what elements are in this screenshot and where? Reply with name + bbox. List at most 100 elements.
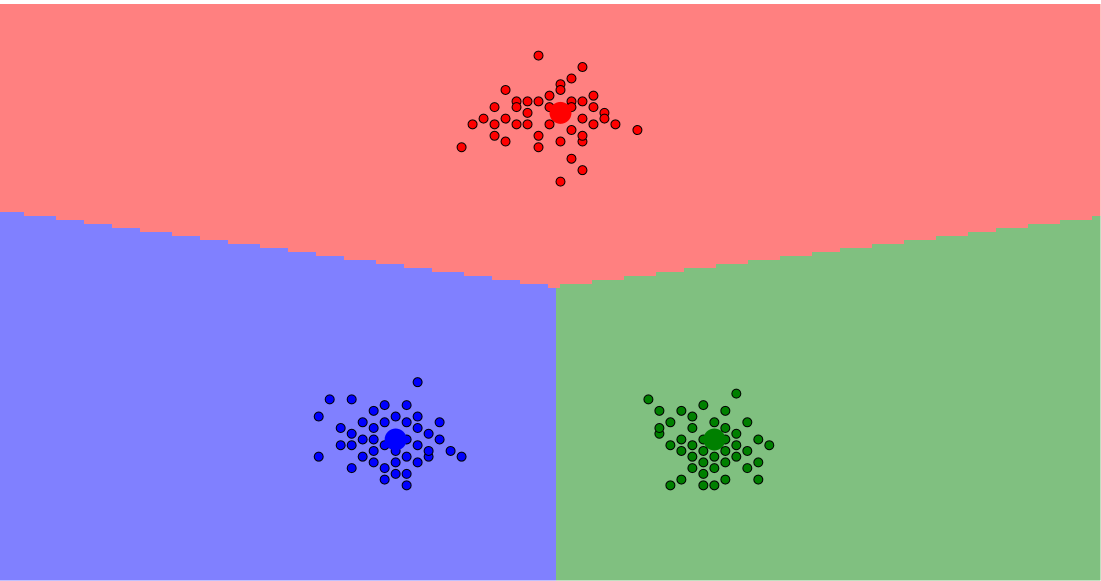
region-cell-red bbox=[628, 24, 633, 29]
region-cell-red bbox=[456, 44, 461, 49]
region-cell-red bbox=[984, 64, 989, 69]
region-cell-red bbox=[788, 8, 793, 13]
region-cell-red bbox=[572, 52, 577, 57]
region-cell-red bbox=[440, 28, 445, 33]
region-cell-red bbox=[28, 12, 33, 17]
region-cell-red bbox=[636, 28, 641, 33]
region-cell-red bbox=[76, 68, 81, 73]
region-cell-red bbox=[508, 60, 513, 65]
region-cell-red bbox=[752, 68, 757, 73]
region-cell-red bbox=[708, 20, 713, 25]
region-cell-red bbox=[288, 8, 293, 13]
region-cell-red bbox=[412, 16, 417, 21]
region-cell-red bbox=[868, 44, 873, 49]
region-cell-red bbox=[284, 24, 289, 29]
region-cell-red bbox=[368, 52, 373, 57]
region-cell-red bbox=[168, 64, 173, 69]
region-cell-red bbox=[160, 44, 165, 49]
region-cell-red bbox=[1036, 4, 1041, 9]
region-cell-red bbox=[36, 72, 41, 77]
region-cell-red bbox=[508, 44, 513, 49]
region-cell-red bbox=[644, 12, 649, 17]
region-cell-red bbox=[244, 28, 249, 33]
region-cell-red bbox=[464, 24, 469, 29]
region-cell-red bbox=[924, 36, 929, 41]
region-cell-red bbox=[288, 4, 293, 9]
region-cell-red bbox=[736, 56, 741, 61]
region-cell-red bbox=[976, 44, 981, 49]
region-cell-red bbox=[492, 32, 497, 37]
region-cell-red bbox=[1072, 48, 1077, 53]
region-cell-red bbox=[36, 28, 41, 33]
region-cell-red bbox=[120, 32, 125, 37]
region-cell-red bbox=[48, 72, 53, 77]
region-cell-red bbox=[1044, 8, 1049, 13]
region-cell-red bbox=[932, 20, 937, 25]
region-cell-red bbox=[640, 12, 645, 17]
region-cell-red bbox=[736, 20, 741, 25]
region-cell-red bbox=[136, 20, 141, 25]
region-cell-red bbox=[320, 60, 325, 65]
region-cell-red bbox=[476, 16, 481, 21]
region-cell-red bbox=[68, 72, 73, 77]
region-cell-red bbox=[680, 32, 685, 37]
region-cell-red bbox=[840, 4, 845, 9]
region-cell-red bbox=[440, 24, 445, 29]
region-cell-red bbox=[1092, 48, 1097, 53]
region-cell-red bbox=[1080, 68, 1085, 73]
region-cell-red bbox=[20, 12, 25, 17]
region-cell-red bbox=[1024, 36, 1029, 41]
region-cell-red bbox=[816, 40, 821, 45]
region-cell-red bbox=[676, 8, 681, 13]
region-cell-red bbox=[436, 8, 441, 13]
region-cell-red bbox=[428, 44, 433, 49]
region-cell-red bbox=[800, 40, 805, 45]
region-cell-red bbox=[484, 20, 489, 25]
region-cell-red bbox=[860, 4, 865, 9]
region-cell-red bbox=[436, 4, 441, 9]
region-cell-red bbox=[692, 68, 697, 73]
region-cell-red bbox=[48, 68, 53, 73]
region-cell-red bbox=[988, 48, 993, 53]
region-cell-red bbox=[44, 8, 49, 13]
region-cell-red bbox=[1060, 36, 1065, 41]
region-cell-red bbox=[224, 32, 229, 37]
region-cell-red bbox=[404, 36, 409, 41]
region-cell-red bbox=[556, 32, 561, 37]
region-cell-red bbox=[336, 4, 341, 9]
region-cell-red bbox=[788, 36, 793, 41]
region-cell-red bbox=[856, 24, 861, 29]
region-cell-red bbox=[860, 16, 865, 21]
region-cell-red bbox=[596, 12, 601, 17]
region-cell-red bbox=[1024, 32, 1029, 37]
region-cell-red bbox=[4, 4, 9, 9]
region-cell-red bbox=[504, 16, 509, 21]
region-cell-red bbox=[924, 24, 929, 29]
region-cell-red bbox=[432, 40, 437, 45]
region-cell-red bbox=[128, 40, 133, 45]
region-cell-red bbox=[212, 60, 217, 65]
region-cell-red bbox=[840, 36, 845, 41]
region-cell-red bbox=[764, 56, 769, 61]
region-cell-red bbox=[1048, 40, 1053, 45]
region-cell-red bbox=[532, 8, 537, 13]
region-cell-red bbox=[772, 44, 777, 49]
region-cell-red bbox=[916, 68, 921, 73]
region-cell-red bbox=[380, 4, 385, 9]
region-cell-red bbox=[336, 8, 341, 13]
region-cell-red bbox=[488, 36, 493, 41]
region-cell-red bbox=[304, 44, 309, 49]
region-cell-red bbox=[952, 36, 957, 41]
region-cell-red bbox=[104, 16, 109, 21]
region-cell-red bbox=[660, 44, 665, 49]
region-cell-red bbox=[728, 20, 733, 25]
region-cell-red bbox=[1000, 52, 1005, 57]
region-cell-red bbox=[348, 4, 353, 9]
region-cell-red bbox=[372, 44, 377, 49]
region-cell-red bbox=[844, 56, 849, 61]
region-cell-red bbox=[132, 68, 137, 73]
region-cell-red bbox=[220, 28, 225, 33]
region-cell-red bbox=[200, 60, 205, 65]
region-cell-red bbox=[1044, 52, 1049, 57]
region-cell-red bbox=[88, 44, 93, 49]
